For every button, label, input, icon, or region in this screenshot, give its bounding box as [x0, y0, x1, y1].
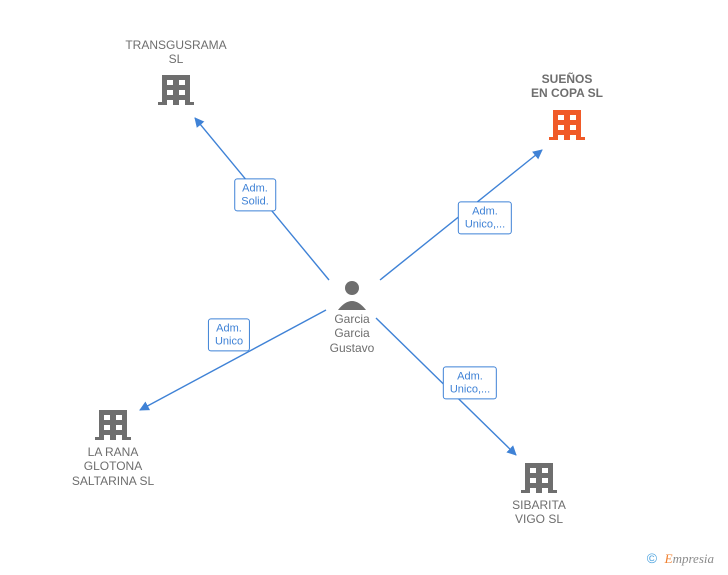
- edge-label-rana: Adm. Unico: [208, 318, 250, 351]
- copyright-symbol: ©: [647, 550, 657, 566]
- building-icon-sibarita: [521, 463, 557, 493]
- building-icon-rana: [95, 410, 131, 440]
- building-icon-suenos: [549, 110, 585, 140]
- edges: [140, 118, 542, 455]
- graph-canvas: [0, 0, 728, 575]
- node-label-sibarita: SIBARITA VIGO SL: [512, 498, 566, 527]
- brand-initial: E: [665, 551, 673, 566]
- node-label-suenos: SUEÑOS EN COPA SL: [531, 72, 603, 101]
- node-label-center: Garcia Garcia Gustavo: [330, 312, 375, 355]
- edge-label-sibarita: Adm. Unico,...: [443, 366, 497, 399]
- brand-rest: mpresia: [673, 551, 714, 566]
- nodes: [95, 75, 585, 493]
- node-label-rana: LA RANA GLOTONA SALTARINA SL: [72, 445, 154, 488]
- node-label-transgusrama: TRANSGUSRAMA SL: [125, 38, 226, 67]
- edge-label-suenos: Adm. Unico,...: [458, 201, 512, 234]
- edge-label-transgusrama: Adm. Solid.: [234, 178, 276, 211]
- building-icon-transgusrama: [158, 75, 194, 105]
- person-icon: [338, 281, 366, 310]
- footer-attribution: © Empresia: [647, 550, 714, 567]
